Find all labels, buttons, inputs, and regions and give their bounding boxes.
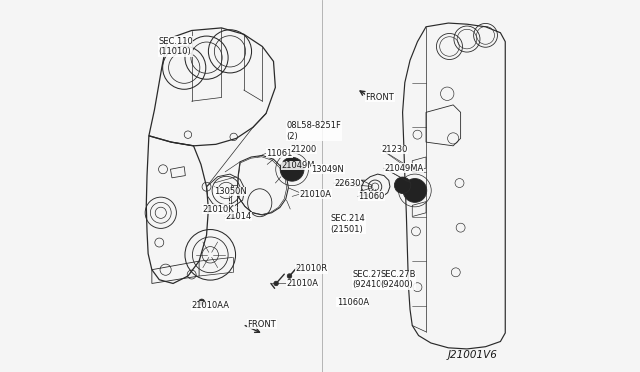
Text: 11060: 11060 bbox=[358, 192, 384, 201]
Text: SEC.27B
(92400): SEC.27B (92400) bbox=[380, 270, 416, 289]
Text: 21230: 21230 bbox=[381, 145, 408, 154]
Text: 21014: 21014 bbox=[225, 212, 252, 221]
Circle shape bbox=[287, 274, 292, 278]
Text: 21010R: 21010R bbox=[296, 264, 328, 273]
Text: FRONT: FRONT bbox=[248, 320, 276, 329]
Text: 21010A: 21010A bbox=[287, 279, 319, 288]
Text: 22630: 22630 bbox=[334, 179, 360, 187]
Circle shape bbox=[394, 177, 411, 193]
Text: 21010K: 21010K bbox=[203, 205, 235, 214]
Text: SEC.110
(11010): SEC.110 (11010) bbox=[158, 37, 193, 56]
Text: J21001V6: J21001V6 bbox=[448, 350, 498, 360]
Text: SEC.214
(21501): SEC.214 (21501) bbox=[330, 214, 365, 234]
Text: 21010A: 21010A bbox=[300, 190, 332, 199]
Text: 11060A: 11060A bbox=[337, 298, 369, 307]
Text: 21200: 21200 bbox=[291, 145, 317, 154]
Text: 08L58-8251F
(2): 08L58-8251F (2) bbox=[287, 121, 341, 141]
Text: FRONT: FRONT bbox=[365, 93, 394, 102]
Text: 13049N: 13049N bbox=[312, 165, 344, 174]
Text: 21049MA: 21049MA bbox=[384, 164, 423, 173]
Text: SEC.27B
(92410): SEC.27B (92410) bbox=[353, 270, 388, 289]
Text: 21049M: 21049M bbox=[281, 161, 314, 170]
Text: 11061: 11061 bbox=[266, 149, 292, 158]
Circle shape bbox=[199, 299, 205, 305]
Circle shape bbox=[280, 157, 304, 181]
Text: 13050N: 13050N bbox=[214, 187, 247, 196]
Text: 21010AA: 21010AA bbox=[191, 301, 230, 310]
Circle shape bbox=[403, 179, 427, 202]
Circle shape bbox=[274, 281, 278, 286]
